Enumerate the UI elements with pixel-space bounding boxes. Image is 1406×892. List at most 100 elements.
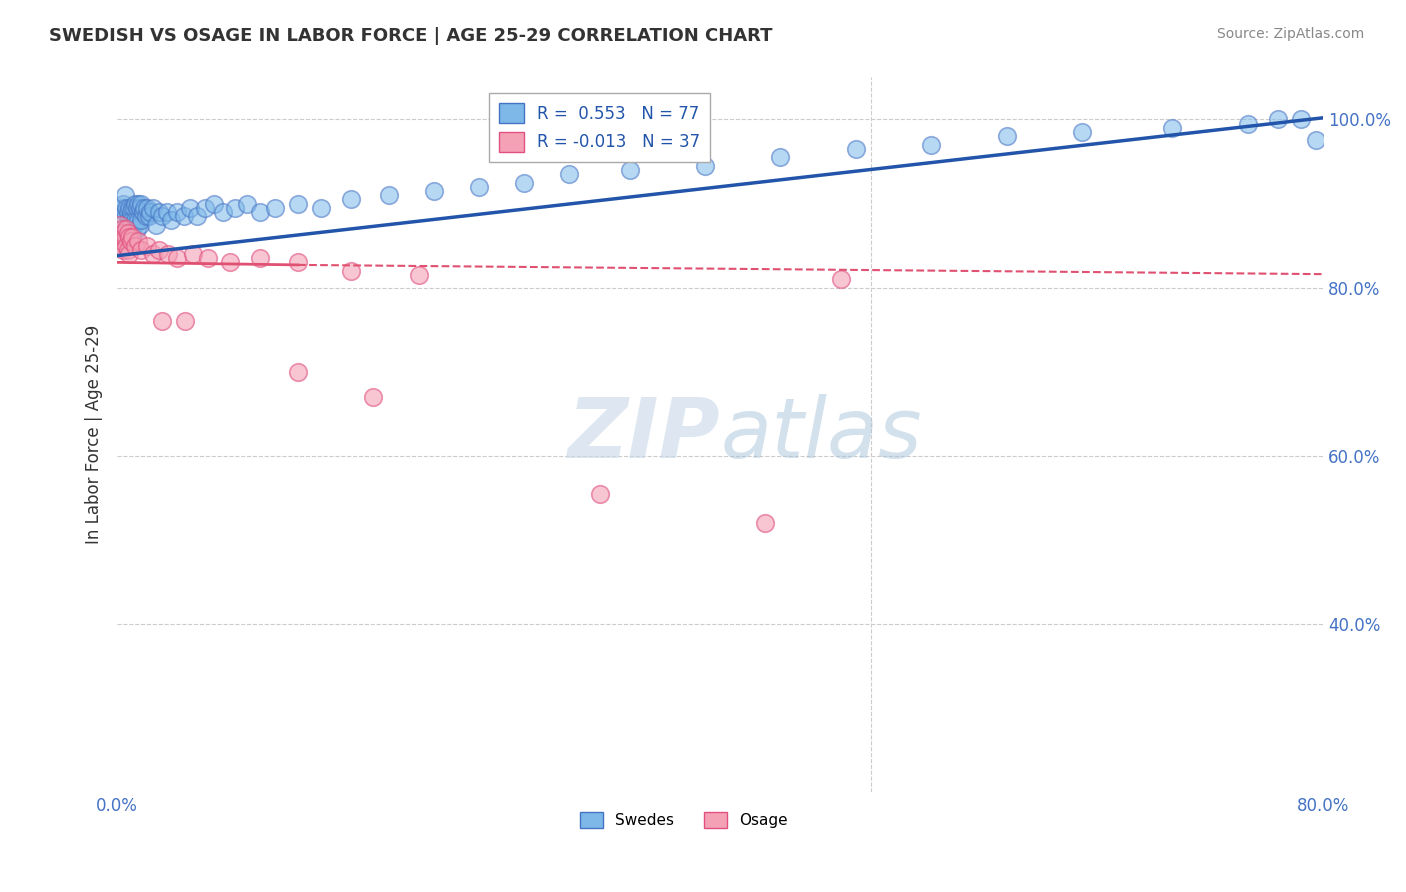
Point (287, 365, 309, 379)
Point (194, 201, 217, 215)
Point (112, 243, 135, 257)
Point (131, 196, 153, 211)
Point (769, 150, 792, 164)
Point (920, 137, 942, 152)
Point (120, 230, 142, 244)
Point (619, 162, 641, 177)
Point (132, 205, 155, 219)
Point (131, 243, 153, 257)
Text: atlas: atlas (720, 394, 922, 475)
Point (114, 230, 136, 244)
Point (118, 247, 141, 261)
Point (114, 205, 136, 219)
Point (117, 226, 139, 240)
Y-axis label: In Labor Force | Age 25-29: In Labor Force | Age 25-29 (86, 325, 103, 544)
Point (127, 235, 149, 249)
Point (111, 221, 134, 235)
Point (224, 201, 246, 215)
Point (135, 209, 157, 223)
Point (173, 209, 195, 223)
Point (111, 238, 134, 252)
Point (211, 205, 233, 219)
Point (112, 226, 135, 240)
Point (152, 314, 174, 328)
Point (115, 238, 138, 252)
Point (117, 218, 139, 232)
Point (249, 205, 271, 219)
Point (588, 486, 610, 500)
Point (115, 221, 138, 235)
Point (1161, 120, 1184, 135)
Point (287, 255, 309, 269)
Text: SWEDISH VS OSAGE IN LABOR FORCE | AGE 25-29 CORRELATION CHART: SWEDISH VS OSAGE IN LABOR FORCE | AGE 25… (49, 27, 773, 45)
Point (131, 213, 153, 227)
Point (125, 221, 148, 235)
Point (118, 226, 141, 240)
Point (1305, 133, 1327, 147)
Point (995, 129, 1018, 144)
Point (157, 247, 180, 261)
Point (340, 192, 363, 206)
Point (128, 218, 150, 232)
Point (309, 201, 332, 215)
Point (408, 268, 430, 282)
Point (134, 201, 156, 215)
Point (124, 238, 146, 252)
Point (121, 230, 143, 244)
Point (249, 251, 271, 265)
Point (558, 167, 581, 181)
Text: ZIP: ZIP (568, 394, 720, 475)
Point (136, 238, 159, 252)
Point (340, 264, 363, 278)
Point (1289, 112, 1312, 127)
Point (830, 272, 852, 286)
Point (363, 390, 385, 404)
Point (120, 205, 142, 219)
Point (117, 230, 139, 244)
Point (148, 205, 170, 219)
Point (120, 218, 142, 232)
Point (111, 201, 134, 215)
Point (186, 209, 208, 223)
Point (118, 213, 141, 227)
Legend: Swedes, Osage: Swedes, Osage (574, 805, 794, 834)
Point (139, 205, 162, 219)
Point (166, 205, 188, 219)
Point (197, 251, 219, 265)
Point (127, 196, 149, 211)
Point (219, 255, 242, 269)
Point (121, 201, 143, 215)
Point (122, 218, 145, 232)
Point (124, 213, 146, 227)
Point (160, 213, 183, 227)
Point (108, 235, 131, 249)
Point (754, 516, 776, 530)
Point (127, 213, 149, 227)
Point (166, 251, 188, 265)
Text: Source: ZipAtlas.com: Source: ZipAtlas.com (1216, 27, 1364, 41)
Point (181, 247, 204, 261)
Point (108, 230, 131, 244)
Point (112, 213, 135, 227)
Point (264, 201, 287, 215)
Point (422, 184, 444, 198)
Point (1236, 117, 1258, 131)
Point (124, 196, 146, 211)
Point (111, 218, 134, 232)
Point (125, 201, 148, 215)
Point (118, 201, 141, 215)
Point (845, 142, 868, 156)
Point (115, 221, 138, 235)
Point (112, 196, 135, 211)
Point (1267, 112, 1289, 127)
Point (117, 243, 139, 257)
Point (138, 209, 160, 223)
Point (115, 235, 138, 249)
Point (377, 188, 399, 202)
Point (114, 188, 136, 202)
Point (513, 176, 536, 190)
Point (121, 213, 143, 227)
Point (115, 201, 138, 215)
Point (128, 201, 150, 215)
Point (156, 205, 179, 219)
